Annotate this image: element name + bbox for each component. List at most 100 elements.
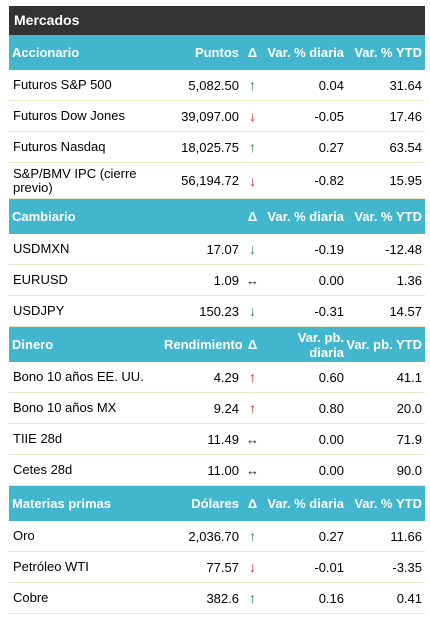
header-daily: Var. % diaria — [267, 45, 344, 60]
row-name: Petróleo WTI — [13, 559, 89, 574]
row-daily: -0.19 — [314, 241, 344, 257]
row-name: Bono 10 años MX — [13, 400, 117, 415]
table-row: Futuros Dow Jones 39,097.00 ↓ -0.05 17.46 — [9, 101, 425, 132]
header-ytd: Var. % YTD — [354, 209, 422, 224]
row-ytd: 0.41 — [396, 590, 422, 606]
trend-arrow-icon: ↑ — [249, 590, 256, 606]
trend-arrow-icon: ↑ — [249, 528, 256, 544]
row-daily: 0.27 — [318, 139, 344, 155]
row-name: Cobre — [13, 590, 49, 605]
row-value: 56,194.72 — [181, 173, 239, 188]
row-ytd: -3.35 — [392, 559, 422, 575]
trend-arrow-icon: ↓ — [249, 241, 256, 257]
row-name: TIIE 28d — [13, 431, 63, 446]
row-name: S&P/BMV IPC (cierre previo) — [13, 165, 137, 195]
row-daily: 0.80 — [318, 400, 344, 416]
header-delta: Δ — [247, 496, 258, 511]
row-ytd: 63.54 — [389, 139, 422, 155]
row-ytd: 17.46 — [389, 108, 422, 124]
row-value: 77.57 — [206, 559, 239, 575]
table-row: Oro 2,036.70 ↑ 0.27 11.66 — [9, 521, 425, 552]
row-ytd: 1.36 — [396, 272, 422, 288]
header-col2: Rendimiento — [164, 337, 243, 352]
header-name: Dinero — [12, 336, 54, 352]
table-row: Cetes 28d 11.00 ↔ 0.00 90.0 — [9, 455, 425, 486]
row-ytd: 41.1 — [396, 369, 422, 385]
table-row: TIIE 28d 11.49 ↔ 0.00 71.9 — [9, 424, 425, 455]
row-daily: 0.00 — [318, 462, 344, 478]
row-value: 5,082.50 — [188, 77, 239, 93]
row-ytd: 20.0 — [396, 400, 422, 416]
header-daily: Var. pb. diaria — [297, 329, 344, 360]
table-row: Futuros Nasdaq 18,025.75 ↑ 0.27 63.54 — [9, 132, 425, 163]
header-daily: Var. % diaria — [267, 209, 344, 224]
section-header: Dinero Rendimiento Δ Var. pb. diaria Var. pb… — [9, 327, 425, 362]
row-ytd: 15.95 — [389, 173, 422, 188]
section-header: Materias primas Dólares Δ Var. % diaria Var.… — [9, 486, 425, 521]
widget-title: Mercados — [9, 6, 425, 35]
section-header: Accionario Puntos Δ Var. % diaria Var. % YTD — [9, 35, 425, 70]
row-daily: 0.00 — [318, 272, 344, 288]
row-value: 1.09 — [213, 272, 239, 288]
row-name: Futuros Dow Jones — [13, 108, 125, 123]
header-col2: Puntos — [194, 45, 239, 60]
trend-arrow-icon: ↑ — [249, 139, 256, 155]
row-name: Cetes 28d — [13, 462, 73, 477]
trend-arrow-icon: ↑ — [249, 77, 256, 93]
trend-arrow-icon: ↔ — [246, 272, 259, 288]
header-ytd: Var. pb. YTD — [346, 337, 422, 352]
table-row: Cobre 382.6 ↑ 0.16 0.41 — [9, 583, 425, 614]
row-daily: 0.27 — [318, 528, 344, 544]
row-name: Oro — [13, 528, 35, 543]
row-daily: 0.00 — [318, 431, 344, 447]
header-delta: Δ — [247, 45, 258, 60]
row-value: 150.23 — [199, 303, 239, 319]
markets-table: Accionario Puntos Δ Var. % diaria Var. % YTD… — [9, 35, 425, 614]
header-daily: Var. % diaria — [267, 496, 344, 511]
row-value: 39,097.00 — [181, 108, 239, 124]
table-row: USDJPY 150.23 ↓ -0.31 14.57 — [9, 296, 425, 327]
row-name: Futuros Nasdaq — [13, 139, 106, 154]
header-delta: Δ — [247, 209, 258, 224]
row-name: Futuros S&P 500 — [13, 77, 112, 92]
trend-arrow-icon: ↑ — [249, 369, 256, 385]
trend-arrow-icon: ↔ — [246, 431, 259, 447]
trend-arrow-icon: ↓ — [249, 172, 256, 189]
row-daily: -0.82 — [314, 173, 344, 188]
header-ytd: Var. % YTD — [354, 45, 422, 60]
table-row: Petróleo WTI 77.57 ↓ -0.01 -3.35 — [9, 552, 425, 583]
row-daily: -0.05 — [314, 108, 344, 124]
table-row: Bono 10 años EE. UU. 4.29 ↑ 0.60 41.1 — [9, 362, 425, 393]
row-daily: 0.60 — [318, 369, 344, 385]
row-daily: 0.04 — [318, 77, 344, 93]
table-row: Bono 10 años MX 9.24 ↑ 0.80 20.0 — [9, 393, 425, 424]
trend-arrow-icon: ↑ — [249, 400, 256, 416]
row-name: EURUSD — [13, 272, 68, 287]
row-value: 18,025.75 — [181, 139, 239, 155]
row-ytd: 31.64 — [389, 77, 422, 93]
table-row: EURUSD 1.09 ↔ 0.00 1.36 — [9, 265, 425, 296]
header-name: Materias primas — [12, 495, 111, 511]
row-ytd: 11.66 — [390, 528, 422, 544]
row-value: 382.6 — [206, 590, 239, 606]
trend-arrow-icon: ↓ — [249, 303, 256, 319]
header-name: Accionario — [12, 44, 80, 60]
row-ytd: 90.0 — [396, 462, 422, 478]
row-value: 2,036.70 — [188, 528, 239, 544]
row-value: 17.07 — [206, 241, 239, 257]
row-ytd: 71.9 — [396, 431, 422, 447]
row-value: 11.00 — [207, 462, 239, 478]
section-header: Cambiario Δ Var. % diaria Var. % YTD — [9, 199, 425, 234]
row-daily: 0.16 — [318, 590, 344, 606]
row-value: 4.29 — [213, 369, 239, 385]
table-row: USDMXN 17.07 ↓ -0.19 -12.48 — [9, 234, 425, 265]
header-name: Cambiario — [12, 208, 76, 224]
row-daily: -0.31 — [314, 303, 344, 319]
trend-arrow-icon: ↓ — [249, 559, 256, 575]
header-delta: Δ — [247, 337, 258, 352]
header-ytd: Var. % YTD — [354, 496, 422, 511]
trend-arrow-icon: ↓ — [249, 108, 256, 124]
row-name: Bono 10 años EE. UU. — [13, 369, 144, 384]
row-name: USDJPY — [13, 303, 65, 318]
